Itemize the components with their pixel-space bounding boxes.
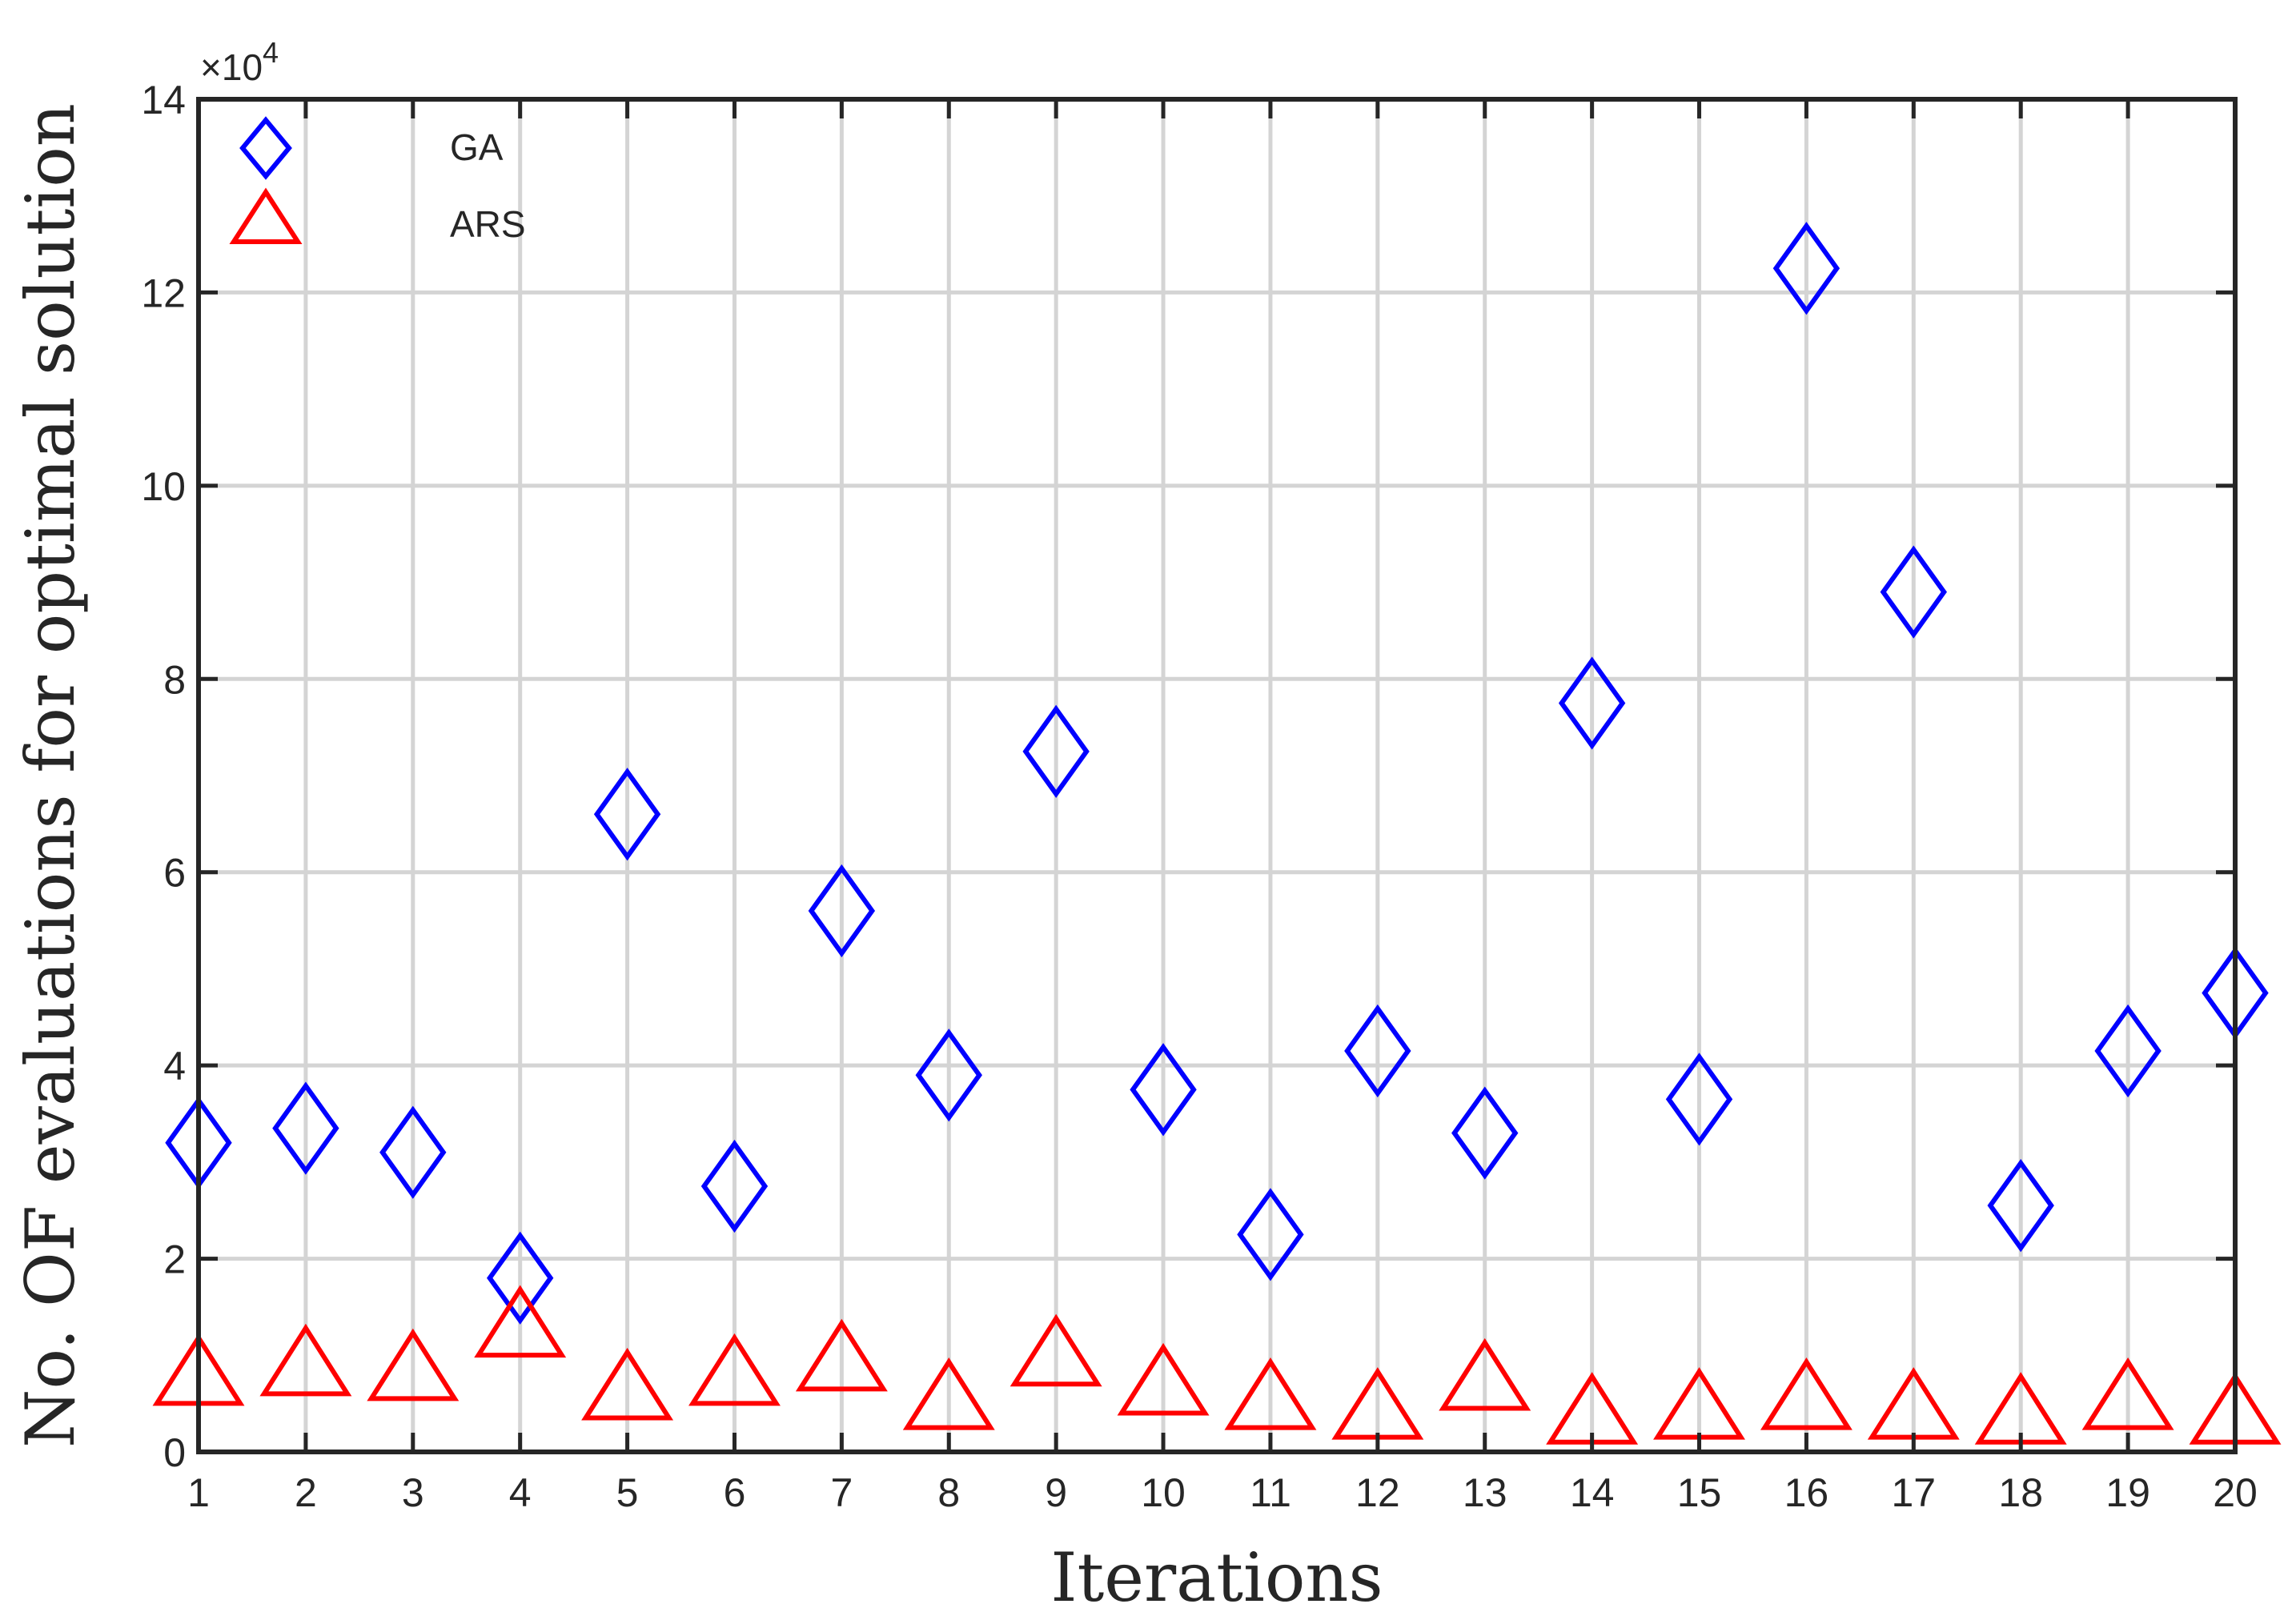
y-tick-labels: 0 2 4 6 8 10 12 14 [141,78,186,1475]
data-point-ars-2 [259,1323,352,1397]
y-tick-label-14: 14 [141,78,186,122]
data-point-ars-6 [688,1333,781,1406]
x-tick-label-6: 6 [724,1470,746,1515]
legend: GA ARS [229,116,526,245]
x-tick-label-14: 14 [1570,1470,1615,1515]
y-exponent-label: ×104 [200,36,279,88]
x-tick-label-10: 10 [1141,1470,1186,1515]
data-point-ga-7 [808,864,876,958]
y-exponent-base: ×10 [200,46,263,88]
x-tick-label-3: 3 [402,1470,424,1515]
data-point-ga-14 [1558,656,1626,750]
data-point-ga-9 [1022,704,1090,798]
data-point-ga-11 [1237,1188,1304,1281]
data-point-ga-2 [272,1081,339,1175]
y-tick-label-2: 2 [163,1237,186,1282]
axis-ticks [196,97,2238,1454]
data-point-ga-8 [915,1029,982,1122]
y-tick-label-10: 10 [141,464,186,509]
legend-marker-ars [229,187,303,244]
data-point-ga-3 [379,1105,447,1199]
data-point-ars-5 [581,1347,674,1421]
y-axis-title: No. OF evaluations for optimal solution [11,103,90,1448]
x-tick-label-16: 16 [1784,1470,1829,1515]
x-tick-label-7: 7 [830,1470,853,1515]
data-point-ga-17 [1880,545,1948,639]
data-point-ars-19 [2081,1357,2174,1430]
grid-lines [199,99,2235,1452]
y-tick-label-4: 4 [163,1044,186,1089]
data-point-ga-13 [1451,1086,1519,1180]
legend-label-ars: ARS [450,203,526,245]
x-tick-label-9: 9 [1045,1470,1067,1515]
data-point-ga-18 [1987,1159,2054,1253]
series-ga [165,222,2269,1325]
x-tick-label-5: 5 [616,1470,639,1515]
data-point-ars-3 [367,1328,460,1401]
data-point-ga-5 [593,768,661,861]
x-tick-label-19: 19 [2105,1470,2150,1515]
x-tick-label-17: 17 [1892,1470,1937,1515]
data-point-ga-6 [700,1139,769,1233]
legend-entry-ga: GA [239,116,504,180]
data-point-ars-9 [1010,1313,1102,1387]
x-tick-label-11: 11 [1250,1470,1291,1515]
x-tick-label-13: 13 [1463,1470,1507,1515]
data-point-ga-12 [1344,1004,1411,1098]
data-series [152,222,2282,1445]
data-point-ars-8 [902,1357,995,1430]
x-tick-label-4: 4 [509,1470,532,1515]
x-tick-label-15: 15 [1677,1470,1722,1515]
x-tick-label-18: 18 [1998,1470,2043,1515]
data-point-ga-16 [1772,222,1840,315]
x-tick-labels: 1 2 3 4 5 6 7 8 9 10 11 12 13 14 15 16 17 18 19 20 [187,1470,2258,1515]
y-tick-label-0: 0 [163,1430,186,1475]
data-point-ga-10 [1130,1043,1197,1137]
data-point-ars-16 [1760,1357,1852,1430]
x-tick-label-2: 2 [295,1470,317,1515]
data-point-ars-7 [795,1318,888,1392]
x-tick-label-1: 1 [187,1470,210,1515]
legend-label-ga: GA [450,126,504,168]
x-tick-label-20: 20 [2213,1470,2258,1515]
x-axis-title: Iterations [1050,1538,1383,1617]
y-tick-label-12: 12 [141,271,186,315]
legend-entry-ars: ARS [229,187,526,245]
data-point-ars-10 [1117,1342,1210,1416]
y-tick-label-8: 8 [163,657,186,702]
data-point-ga-15 [1665,1053,1733,1146]
data-point-ga-19 [2094,1004,2162,1098]
data-point-ars-4 [474,1285,567,1358]
y-tick-label-6: 6 [163,851,186,896]
data-point-ars-13 [1439,1337,1531,1411]
y-exponent-power: 4 [263,36,279,69]
data-point-ars-11 [1224,1357,1317,1430]
plot-frame [196,97,2238,1454]
plot-area [199,99,2235,1452]
x-tick-label-12: 12 [1355,1470,1400,1515]
x-tick-label-8: 8 [937,1470,960,1515]
data-point-ga-4 [486,1231,554,1325]
legend-marker-ga [239,116,292,180]
